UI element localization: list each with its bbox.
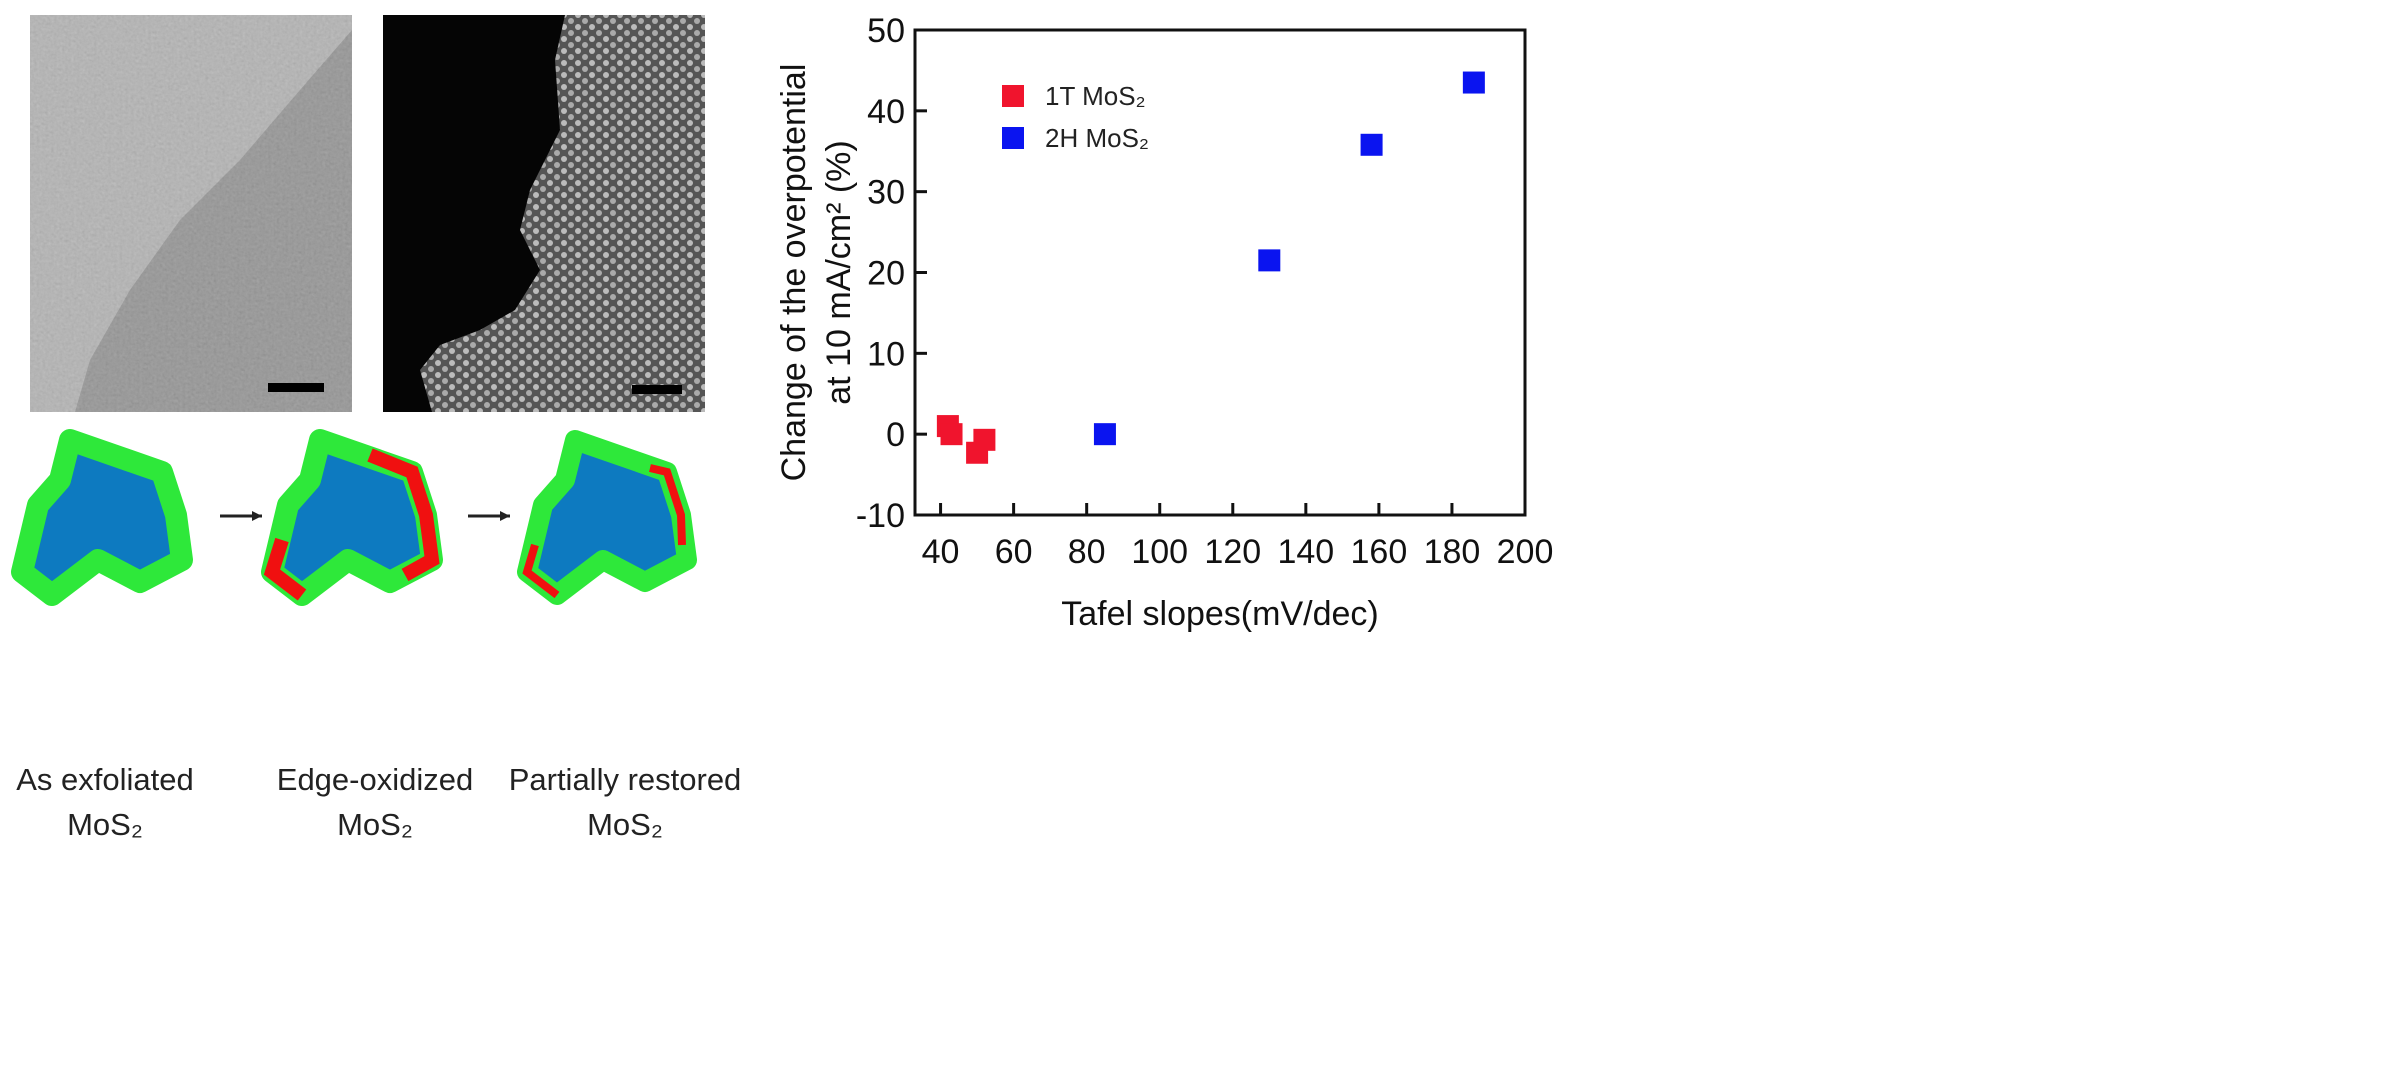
x-tick-label: 120 — [1204, 533, 1261, 571]
caption-line: As exfoliated — [16, 762, 194, 797]
schematic — [11, 429, 697, 606]
caption-line: MoS₂ — [67, 807, 143, 842]
point — [940, 423, 963, 446]
caption-line: MoS₂ — [337, 807, 413, 842]
x-tick-label: 80 — [1068, 533, 1106, 571]
legend-label: 1T MoS₂ — [1045, 81, 1146, 111]
y-tick-label: 20 — [867, 255, 905, 293]
y-tick-label: 30 — [867, 174, 905, 212]
point — [1462, 71, 1485, 94]
y-axis-label: at 10 mA/cm² (%) — [820, 140, 858, 404]
y-tick-label: 40 — [867, 93, 905, 131]
x-tick-label: 180 — [1424, 533, 1481, 571]
x-tick-label: 60 — [995, 533, 1033, 571]
point — [1258, 249, 1281, 272]
caption-line: Partially restored — [509, 762, 742, 797]
legend-label: 2H MoS₂ — [1045, 123, 1149, 153]
y-tick-label: -10 — [856, 497, 905, 535]
caption-line: MoS₂ — [587, 807, 663, 842]
y-tick-label: 0 — [886, 416, 905, 454]
y-axis-label: Change of the overpotential — [775, 64, 813, 482]
caption-line: Edge-oxidized — [277, 762, 473, 797]
x-axis-label: Tafel slopes(mV/dec) — [1061, 595, 1378, 633]
captions: As exfoliated MoS₂ Edge-oxidized MoS₂ Partia… — [16, 762, 741, 842]
point — [1093, 423, 1116, 446]
x-tick-label: 140 — [1277, 533, 1334, 571]
point — [1360, 133, 1383, 156]
legend-marker — [1002, 127, 1024, 149]
micrograph-2 — [383, 15, 705, 412]
legend-marker — [1002, 85, 1024, 107]
y-tick-label: 50 — [867, 12, 905, 50]
micrograph-1 — [30, 15, 352, 412]
point — [973, 428, 996, 451]
scatter-chart: 40 60 80 100 120 140 160 180 200 -10 0 10 20 30 40 50 Ta… — [775, 12, 1553, 633]
y-tick-label: 10 — [867, 335, 905, 373]
x-tick-label: 200 — [1497, 533, 1554, 571]
x-tick-label: 100 — [1131, 533, 1188, 571]
x-tick-label: 40 — [922, 533, 960, 571]
x-tick-label: 160 — [1351, 533, 1408, 571]
